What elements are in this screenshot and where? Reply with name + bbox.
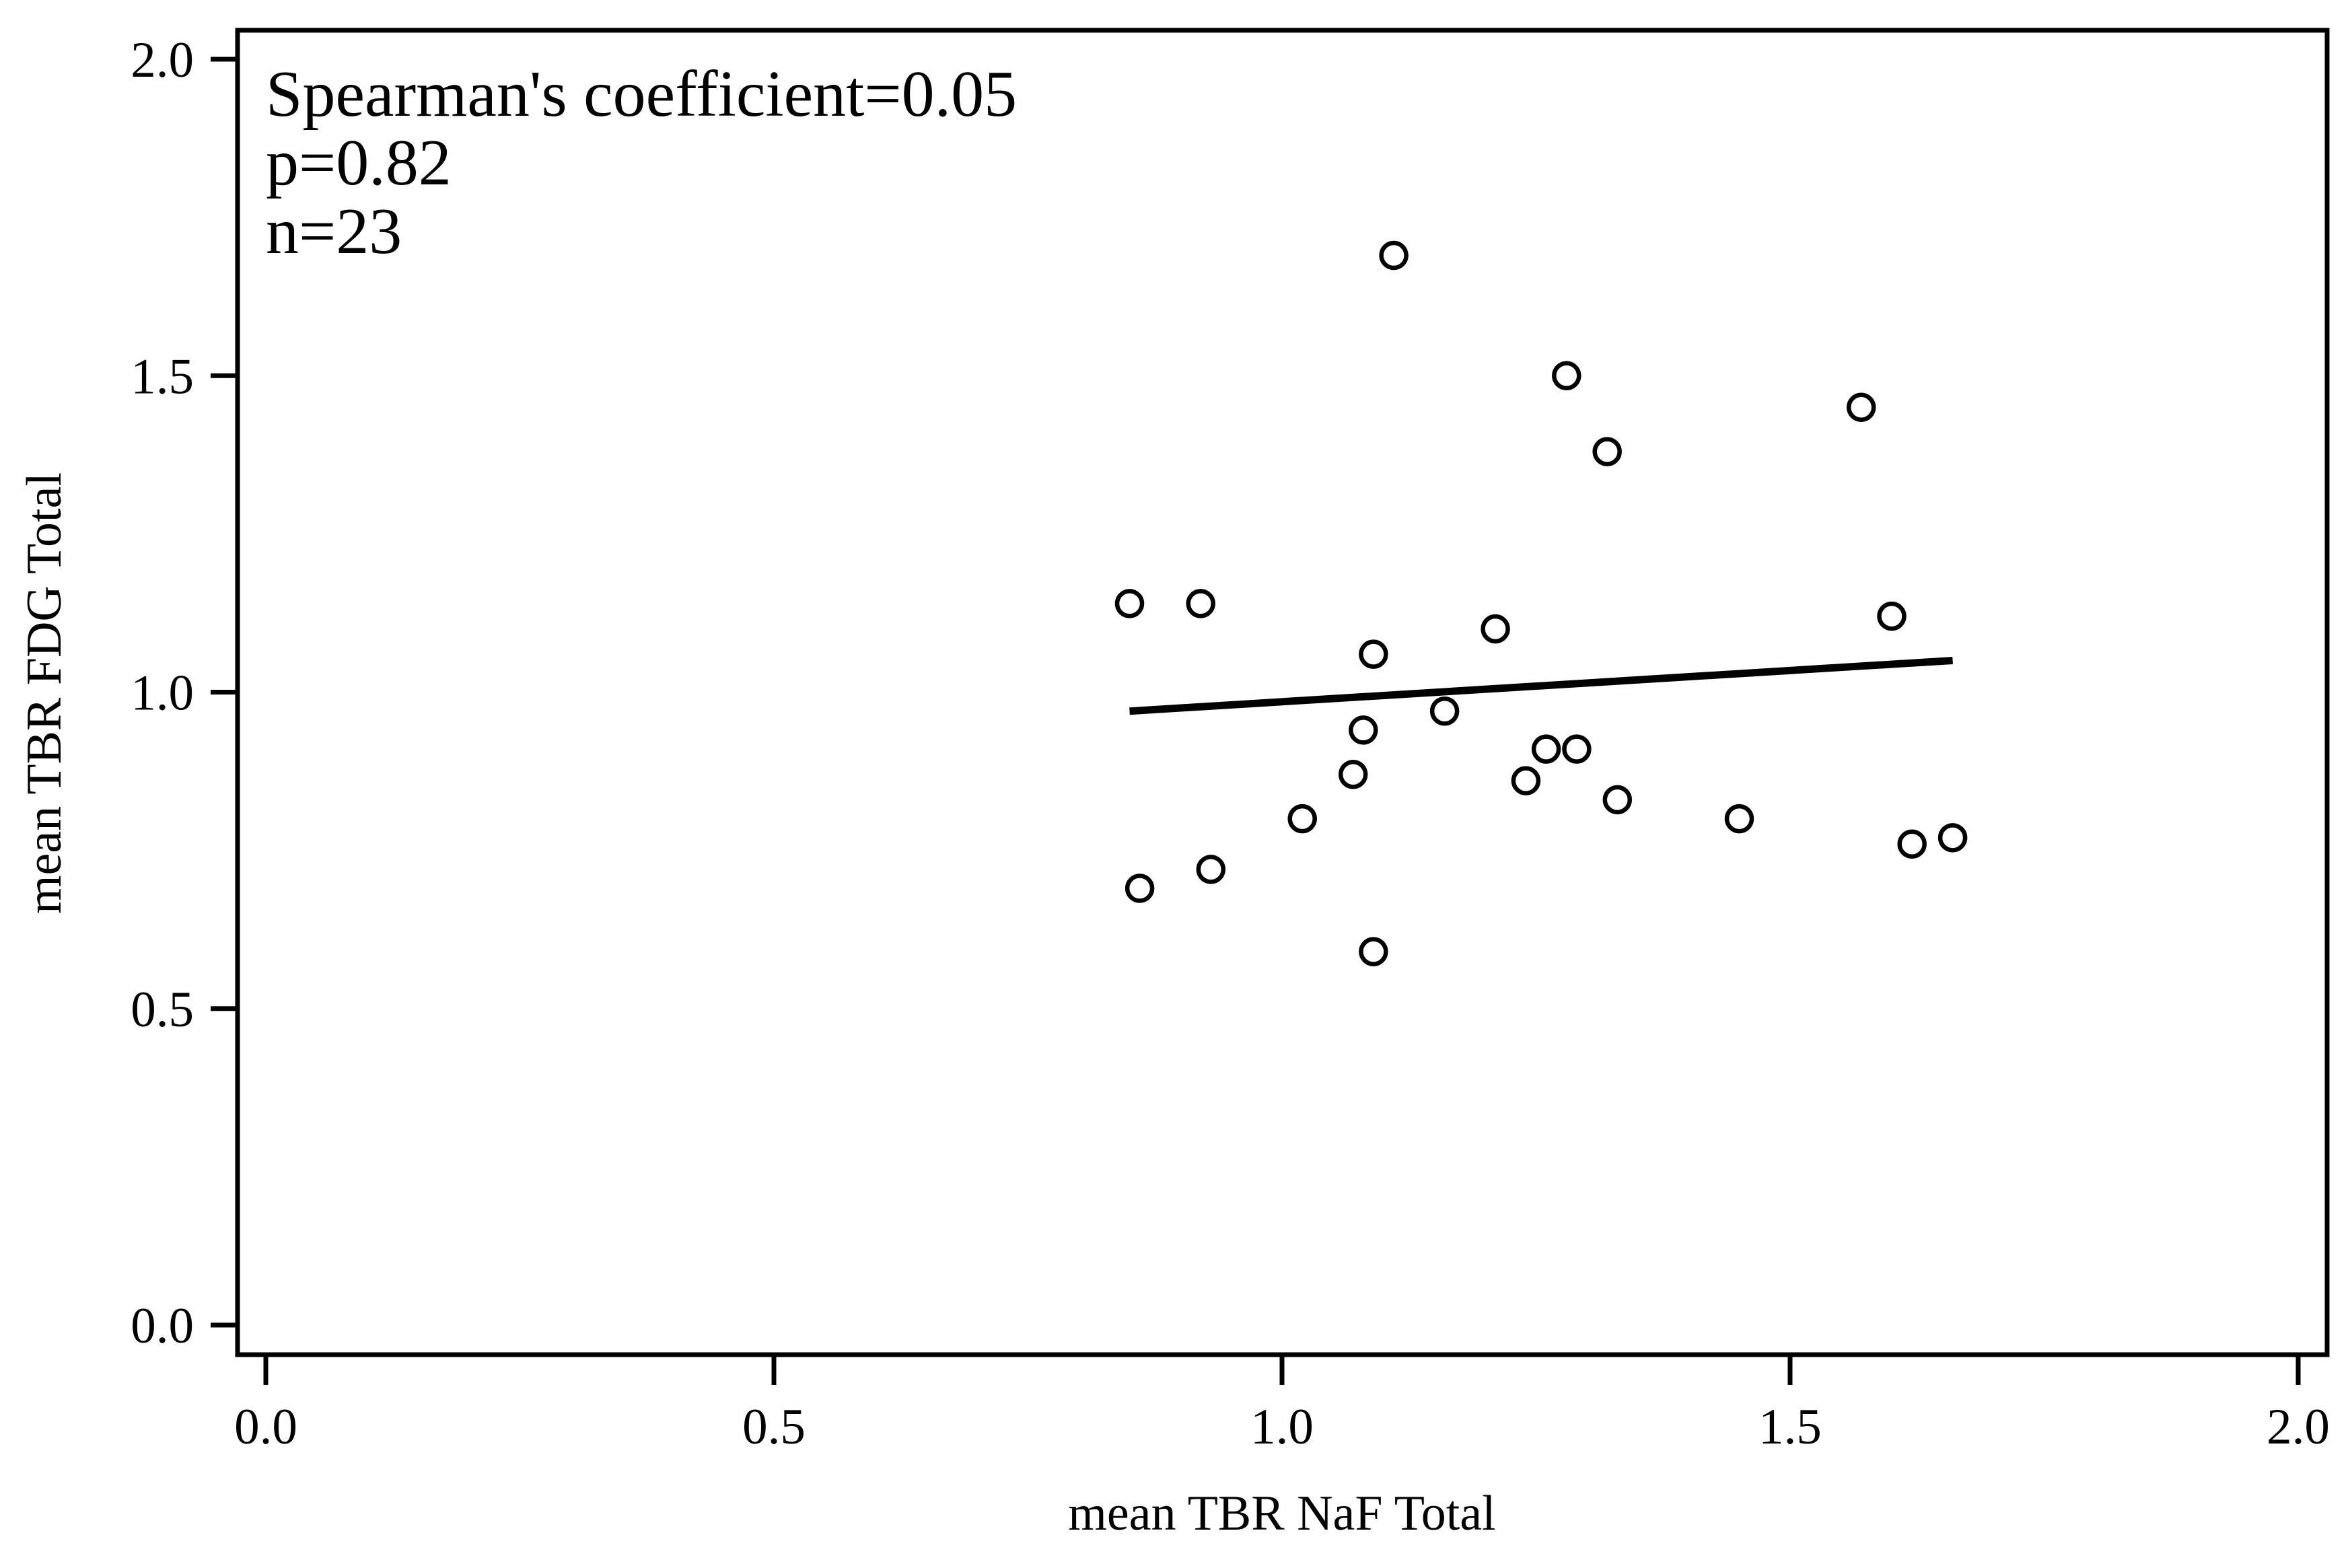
data-point bbox=[1877, 601, 1907, 631]
data-point bbox=[1196, 855, 1226, 884]
data-point bbox=[1349, 715, 1378, 745]
data-point bbox=[1602, 785, 1633, 815]
y-axis-title: mean TBR FDG Total bbox=[17, 472, 72, 914]
annotation-spearman: Spearman's coefficient=0.05 bbox=[266, 58, 1017, 131]
data-point bbox=[1846, 392, 1876, 423]
plot-area bbox=[235, 28, 2330, 1357]
trend-line bbox=[1129, 656, 1953, 715]
y-tick-label: 1.5 bbox=[131, 349, 194, 404]
data-point bbox=[1114, 589, 1145, 618]
data-point bbox=[1338, 760, 1368, 789]
annotation-n: n=23 bbox=[266, 195, 402, 268]
x-tick-label: 0.5 bbox=[742, 1399, 806, 1455]
data-point bbox=[1592, 437, 1622, 466]
data-point bbox=[1125, 874, 1155, 903]
data-point bbox=[1724, 804, 1754, 834]
data-point bbox=[1186, 589, 1215, 618]
y-axis-ticks: 0.0 0.5 1.0 1.5 2.0 bbox=[131, 32, 238, 1354]
y-tick-label: 0.5 bbox=[131, 982, 194, 1038]
data-point bbox=[1359, 639, 1388, 669]
data-point bbox=[1937, 823, 1968, 853]
x-axis-title: mean TBR NaF Total bbox=[1068, 1486, 1495, 1541]
data-point bbox=[1897, 829, 1927, 859]
x-tick-label: 2.0 bbox=[2267, 1399, 2330, 1455]
x-tick-label: 1.0 bbox=[1250, 1399, 1314, 1455]
data-point bbox=[1379, 240, 1409, 271]
x-tick-label: 1.5 bbox=[1758, 1399, 1822, 1455]
data-point bbox=[1531, 734, 1561, 764]
data-point bbox=[1511, 766, 1541, 795]
data-point bbox=[1287, 804, 1317, 834]
data-point bbox=[1481, 614, 1510, 644]
annotation-p-value: p=0.82 bbox=[266, 127, 452, 199]
x-axis-ticks: 0.0 0.5 1.0 1.5 2.0 bbox=[234, 1355, 2330, 1455]
scatter-points bbox=[1114, 240, 1968, 966]
data-point bbox=[1552, 361, 1581, 390]
data-point bbox=[1429, 696, 1460, 726]
y-tick-label: 2.0 bbox=[131, 32, 194, 88]
x-tick-label: 0.0 bbox=[234, 1399, 297, 1455]
y-tick-label: 1.0 bbox=[131, 666, 194, 721]
data-point bbox=[1359, 937, 1388, 966]
y-tick-label: 0.0 bbox=[131, 1298, 194, 1354]
data-point bbox=[1562, 734, 1592, 764]
